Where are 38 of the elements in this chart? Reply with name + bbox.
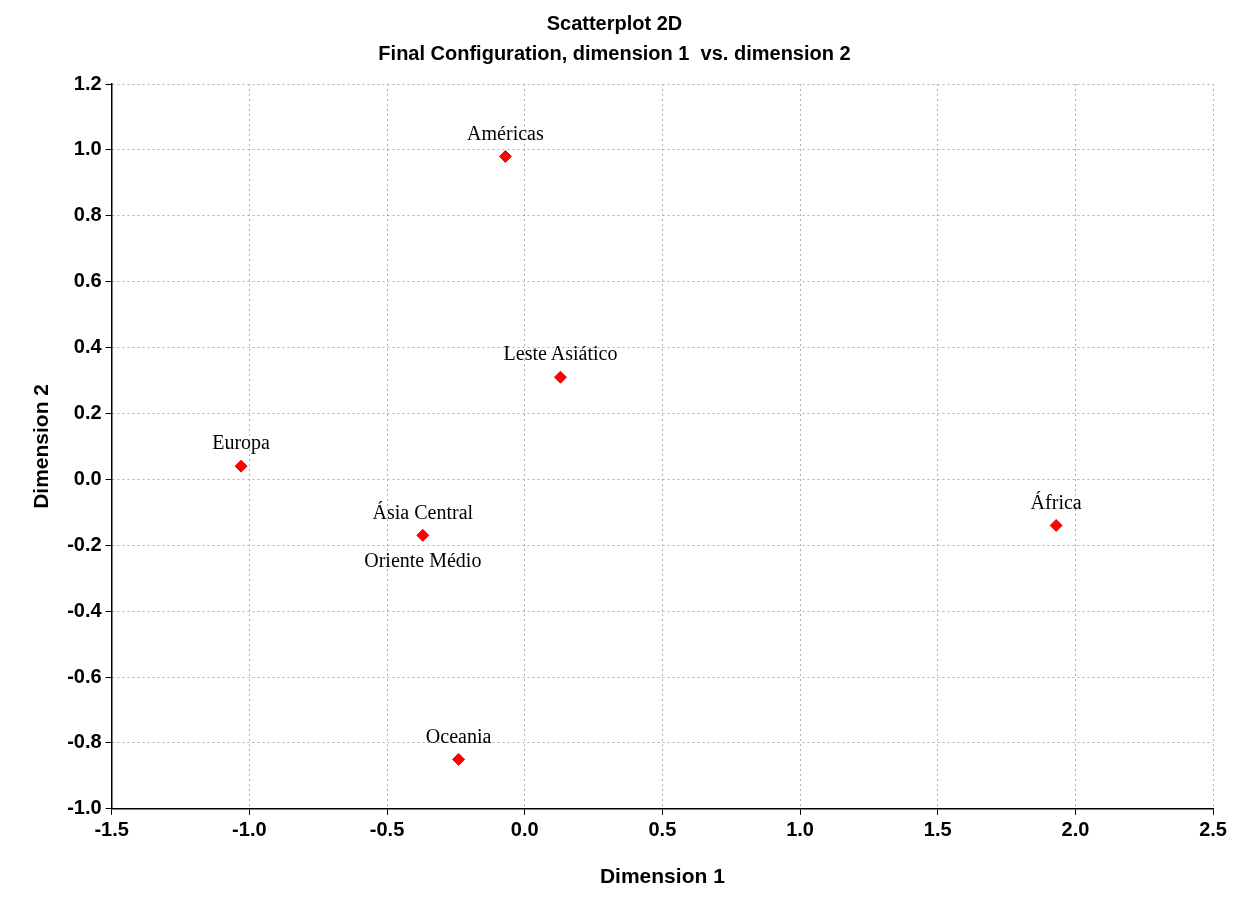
y-tick-label: -1.0 (67, 796, 102, 819)
y-axis-title: Dimension 2 (29, 383, 53, 509)
x-tick-label: 2.0 (1061, 818, 1090, 841)
y-tick-label: 0.2 (73, 400, 102, 423)
point (452, 752, 466, 766)
x-tick-label: 0.5 (648, 818, 677, 841)
x-tick-label: 1.5 (923, 818, 952, 841)
x-tick-label: 2.5 (1199, 818, 1227, 841)
annotation: Oriente Médio (364, 548, 482, 571)
y-tick-label: 1.2 (73, 71, 102, 94)
annotation: Europa (212, 431, 271, 455)
y-tick-label: 0.6 (73, 269, 102, 292)
y-tick-label: -0.4 (67, 598, 103, 621)
chart-title: Scatterplot 2D (546, 11, 683, 34)
y-tick-label: 0.0 (73, 466, 102, 489)
x-tick-label: -1.0 (232, 818, 267, 841)
point (416, 528, 430, 542)
x-axis-title: Dimension 1 (599, 864, 726, 888)
point (498, 149, 512, 163)
y-tick-label: 0.8 (73, 203, 102, 226)
y-tick-label: -0.2 (67, 532, 102, 555)
chart-subtitle: Final Configuration, dimension 1 vs. dimension 2 (378, 41, 851, 64)
y-tick-label: -0.8 (67, 730, 102, 753)
x-tick-label: -1.5 (94, 818, 129, 841)
annotation: Oceania (425, 724, 492, 747)
x-tick-label: 0.0 (510, 818, 539, 841)
annotation: Leste Asiático (503, 342, 618, 365)
annotation: Ásia Central (372, 500, 474, 523)
y-tick-label: -0.6 (67, 664, 102, 687)
point (554, 370, 567, 384)
point (1049, 518, 1063, 532)
x-tick-label: -0.5 (369, 818, 405, 841)
annotation: Américas (467, 121, 544, 144)
y-tick-label: 1.0 (73, 137, 102, 160)
point (234, 459, 248, 473)
annotation: África (1030, 490, 1082, 513)
y-tick-label: 0.4 (73, 335, 103, 358)
x-tick-label: 1.0 (786, 818, 814, 841)
